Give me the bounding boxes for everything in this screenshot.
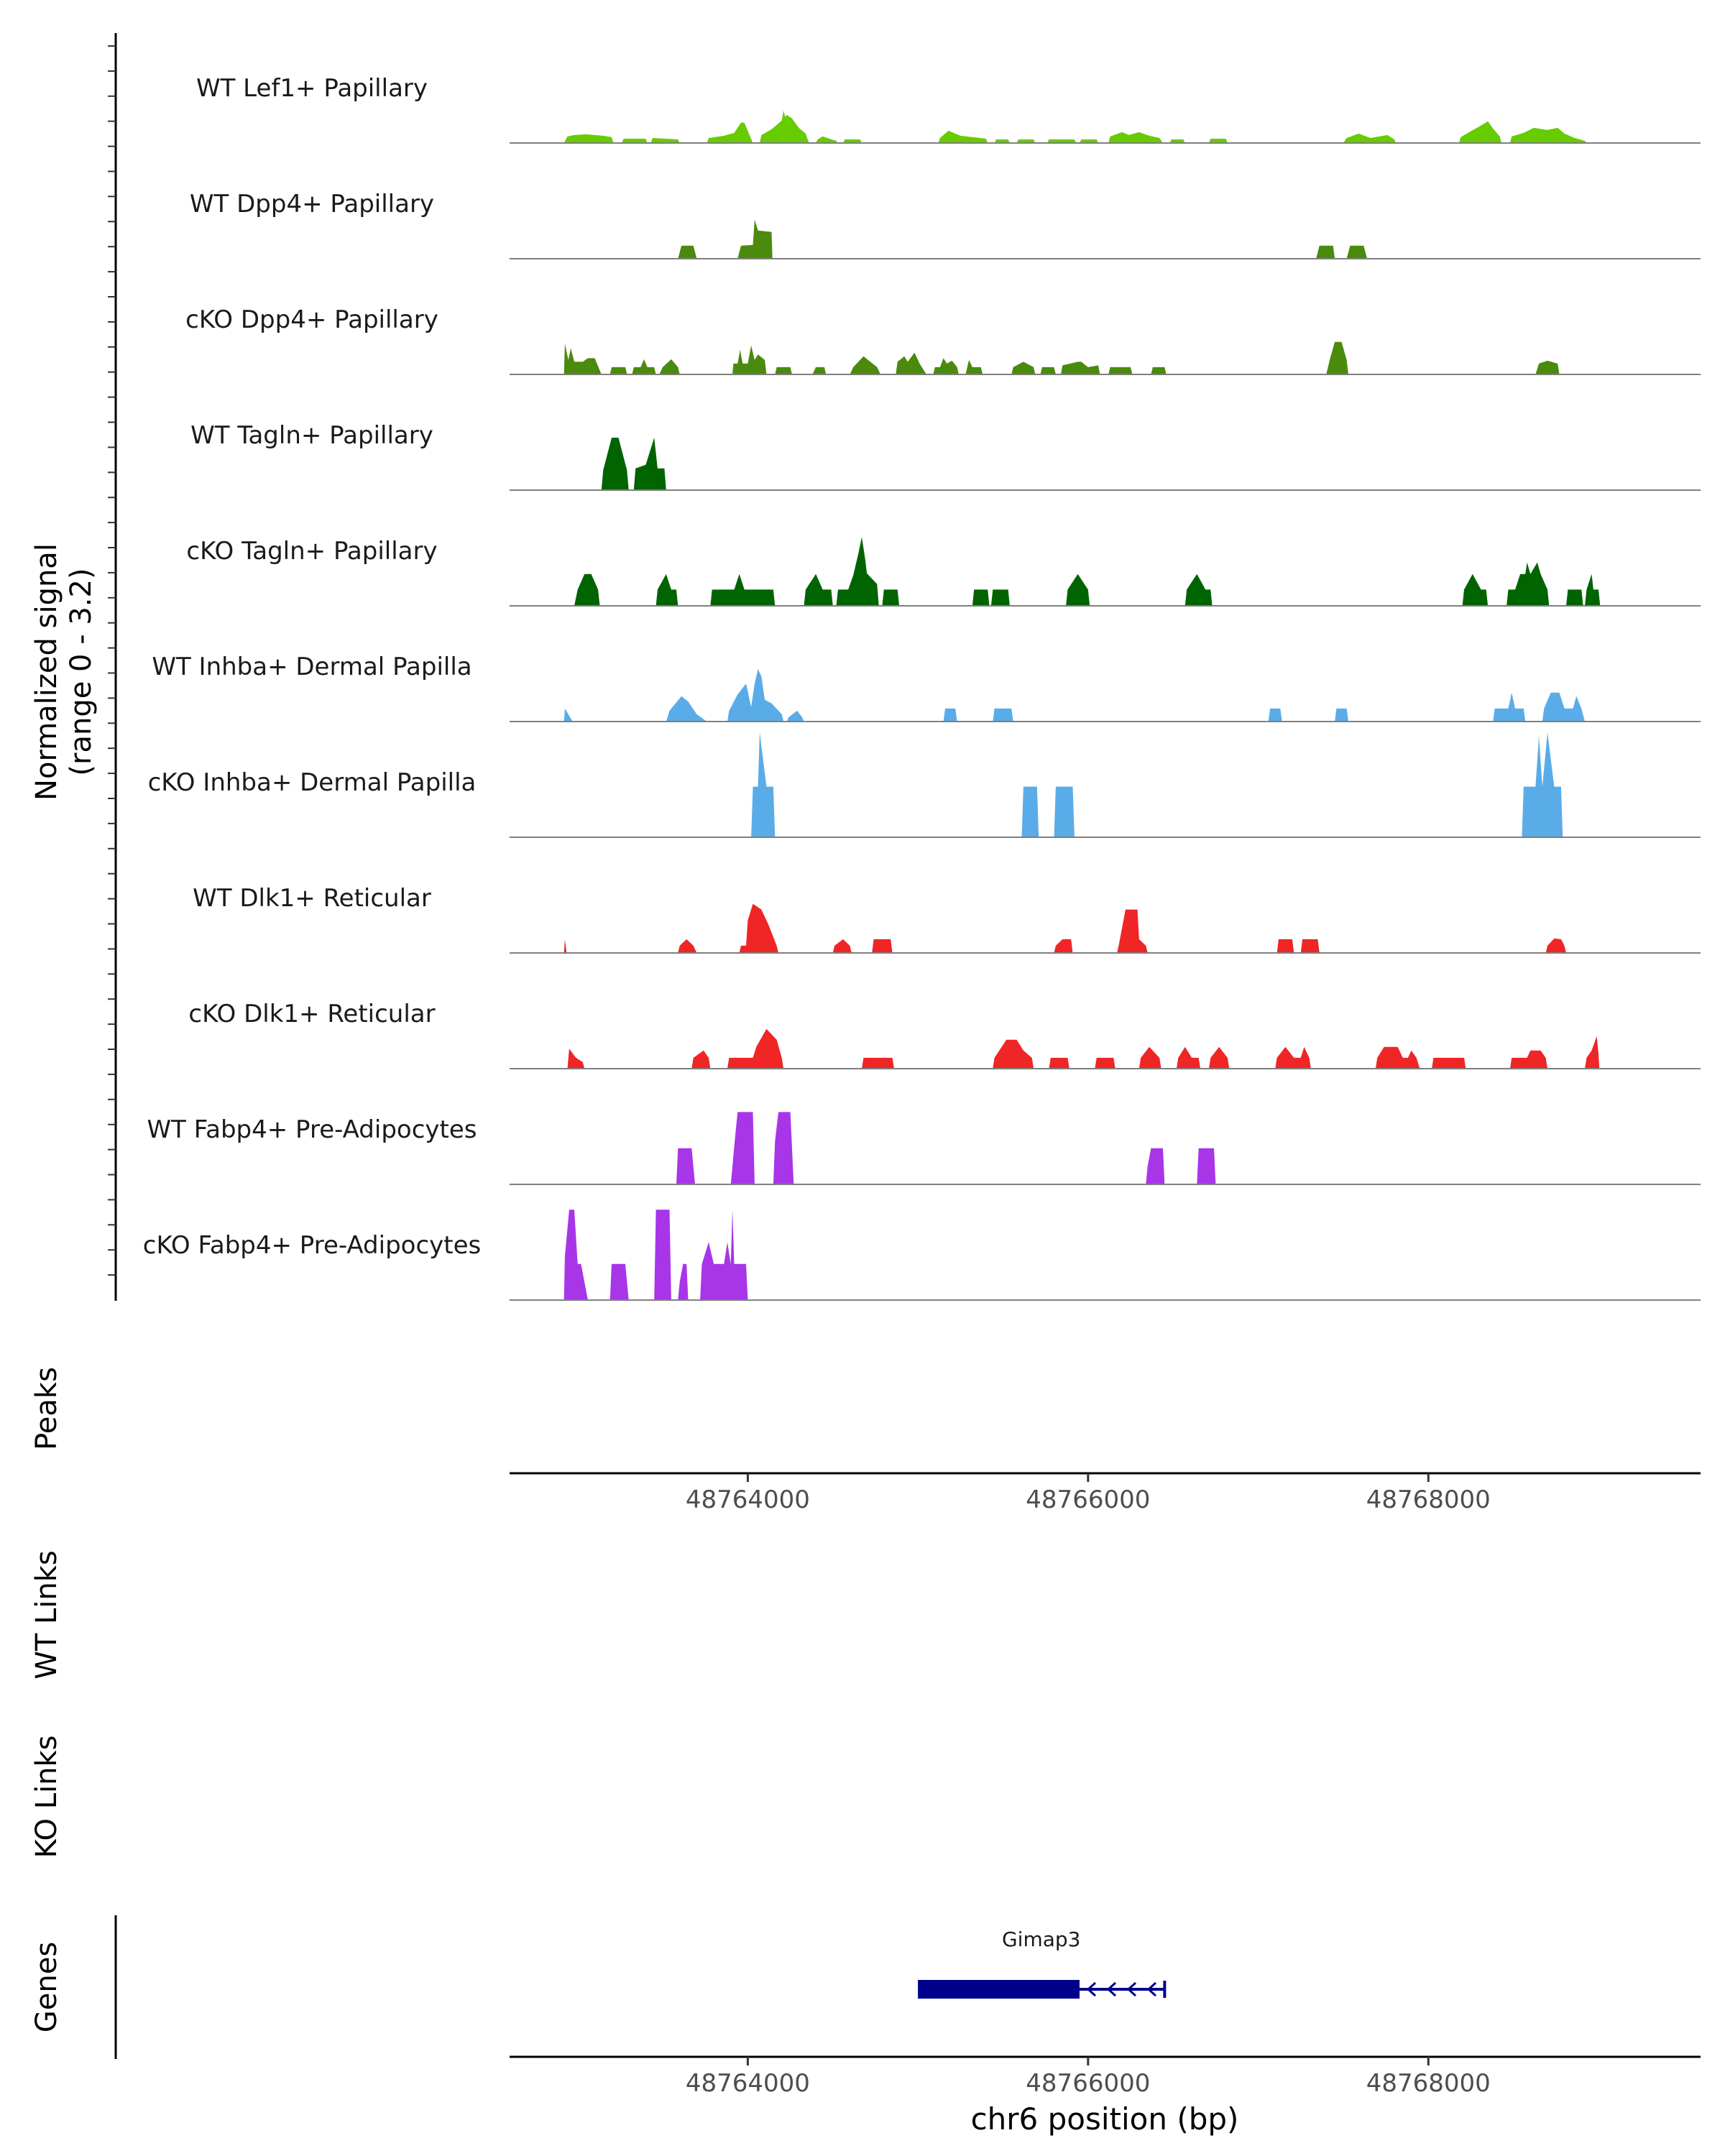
track-coverage-area	[564, 903, 1567, 953]
track-label: WT Lef1+ Papillary	[196, 74, 428, 103]
coverage-y-ticks	[108, 45, 116, 1276]
track-coverage-area	[751, 732, 1563, 837]
genes-panel: Genes Gimap3 48764000 48766000 48768000 ch…	[30, 1915, 1701, 2137]
track-coverage-area	[564, 341, 1560, 374]
x-axis-title: chr6 position (bp)	[971, 2101, 1239, 2137]
track-label: WT Dlk1+ Reticular	[193, 884, 431, 913]
strand-arrow-icon	[1146, 1981, 1156, 1997]
track-5: WT Inhba+ Dermal Papilla	[152, 653, 1701, 722]
strand-arrow-icon	[1106, 1981, 1116, 1997]
x-tick-label: 48768000	[1366, 1485, 1491, 1514]
track-label: WT Tagln+ Papillary	[190, 421, 433, 450]
genes-x-ticks: 48764000 48766000 48768000	[686, 2057, 1491, 2098]
coverage-y-axis: Normalized signal (range 0 - 3.2)	[30, 33, 117, 1301]
track-label: cKO Dpp4+ Papillary	[185, 305, 438, 334]
track-coverage-area	[567, 1028, 1600, 1069]
track-6: cKO Inhba+ Dermal Papilla	[148, 732, 1701, 838]
track-coverage-area	[564, 110, 1587, 143]
peaks-x-ticks: 48764000 48766000 48768000	[686, 1473, 1491, 1514]
track-coverage-area	[564, 1210, 748, 1300]
coverage-tracks: WT Lef1+ Papillary WT Dpp4+ Papillary cKO …	[143, 74, 1701, 1301]
track-coverage-area	[574, 537, 1601, 606]
track-8: cKO Dlk1+ Reticular	[188, 1000, 1701, 1069]
track-7: WT Dlk1+ Reticular	[193, 884, 1701, 954]
coverage-y-label-line1: Normalized signal	[30, 543, 63, 801]
ko-links-label: KO Links	[30, 1736, 63, 1858]
x-tick-label: 48764000	[686, 1485, 810, 1514]
track-coverage-area	[601, 438, 666, 490]
genes-label: Genes	[30, 1942, 63, 2032]
gene-exon-block	[918, 1980, 1080, 1999]
track-label: WT Dpp4+ Papillary	[190, 190, 434, 218]
track-label: WT Fabp4+ Pre-Adipocytes	[147, 1115, 477, 1144]
track-coverage-area	[564, 669, 1586, 722]
track-0: WT Lef1+ Papillary	[196, 74, 1701, 144]
links-panels: WT Links KO Links	[30, 1550, 63, 1858]
gene-name-label: Gimap3	[1002, 1927, 1081, 1951]
track-coverage-area	[678, 219, 1367, 259]
strand-arrow-icon	[1126, 1981, 1136, 1997]
strand-arrow-icon	[1086, 1981, 1096, 1997]
wt-links-label: WT Links	[30, 1550, 63, 1679]
track-3: WT Tagln+ Papillary	[190, 421, 1701, 491]
track-coverage-area	[676, 1112, 1216, 1184]
gene-models: Gimap3	[918, 1927, 1167, 1999]
x-tick-label: 48766000	[1026, 1485, 1150, 1514]
track-label: cKO Tagln+ Papillary	[186, 537, 437, 566]
track-1: WT Dpp4+ Papillary	[190, 190, 1701, 259]
x-tick-label: 48766000	[1026, 2069, 1150, 2098]
coverage-y-label-line2: (range 0 - 3.2)	[65, 568, 98, 775]
peaks-label: Peaks	[30, 1367, 63, 1450]
x-tick-label: 48764000	[686, 2069, 810, 2098]
track-9: WT Fabp4+ Pre-Adipocytes	[147, 1112, 1701, 1185]
x-tick-label: 48768000	[1366, 2069, 1491, 2098]
track-4: cKO Tagln+ Papillary	[186, 537, 1701, 607]
track-10: cKO Fabp4+ Pre-Adipocytes	[143, 1210, 1701, 1301]
track-label: cKO Fabp4+ Pre-Adipocytes	[143, 1231, 482, 1260]
peaks-panel: Peaks 48764000 48766000 48768000	[30, 1367, 1701, 1514]
track-label: cKO Inhba+ Dermal Papilla	[148, 768, 477, 797]
track-label: WT Inhba+ Dermal Papilla	[152, 653, 472, 681]
track-label: cKO Dlk1+ Reticular	[188, 1000, 435, 1028]
track-2: cKO Dpp4+ Papillary	[185, 305, 1701, 375]
